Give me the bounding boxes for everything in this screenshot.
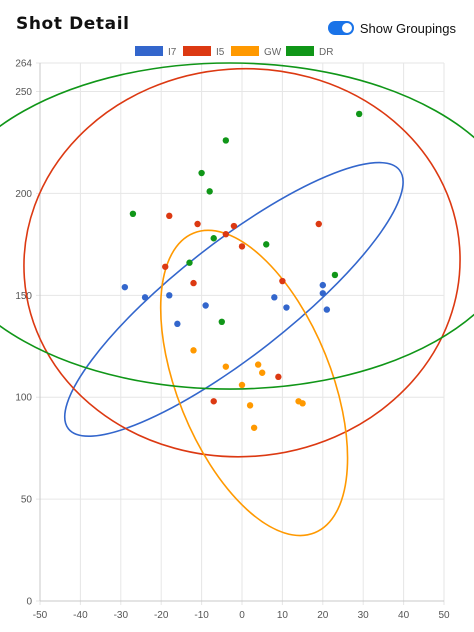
legend-item-i7[interactable]: I7: [135, 46, 177, 58]
x-tick-label: 0: [239, 610, 245, 621]
shot-point-i7[interactable]: [202, 302, 209, 309]
shot-point-i5[interactable]: [162, 263, 169, 270]
shot-point-dr[interactable]: [186, 259, 193, 266]
page-title: Shot Detail: [16, 14, 130, 34]
shot-point-i7[interactable]: [319, 290, 326, 297]
x-tick-label: -30: [114, 610, 129, 621]
shot-point-i5[interactable]: [166, 212, 173, 220]
shot-point-i7[interactable]: [174, 320, 181, 328]
shot-point-dr[interactable]: [218, 318, 225, 326]
legend-label: I5: [216, 47, 225, 58]
grouping-ellipses: [0, 62, 474, 537]
x-tick-label: 40: [398, 610, 410, 621]
shot-point-dr[interactable]: [222, 137, 230, 144]
header: Shot Detail Show Groupings: [0, 0, 474, 44]
shot-point-gw[interactable]: [190, 347, 197, 354]
shot-point-i5[interactable]: [230, 222, 238, 230]
legend-item-gw[interactable]: GW: [231, 46, 282, 58]
shot-point-i7[interactable]: [141, 294, 149, 301]
shot-point-dr[interactable]: [129, 210, 137, 218]
shot-point-i7[interactable]: [323, 306, 331, 313]
shot-points: [121, 110, 363, 431]
x-tick-label: -20: [154, 610, 169, 621]
shot-point-i7[interactable]: [121, 283, 129, 291]
shot-point-gw[interactable]: [246, 402, 254, 409]
y-tick-label: 200: [15, 189, 32, 200]
x-tick-label: 20: [317, 610, 329, 621]
legend-label: I7: [168, 47, 177, 58]
toggle-label: Show Groupings: [359, 20, 456, 36]
toggle-switch[interactable]: [327, 21, 354, 35]
shot-point-dr[interactable]: [263, 241, 270, 248]
y-tick-label: 50: [21, 495, 33, 506]
shot-point-i7[interactable]: [166, 292, 173, 299]
grouping-ellipse-gw: [159, 229, 349, 537]
shot-point-i5[interactable]: [315, 220, 322, 228]
shot-point-i5[interactable]: [210, 398, 217, 405]
shot-point-i5[interactable]: [222, 230, 230, 238]
shot-point-gw[interactable]: [259, 369, 266, 376]
legend-swatch: [183, 46, 211, 56]
shot-point-dr[interactable]: [206, 188, 213, 195]
x-tick-label: -50: [33, 610, 48, 621]
shot-point-gw[interactable]: [254, 361, 262, 368]
y-tick-label: 150: [15, 291, 32, 302]
x-tick-label: 10: [277, 610, 289, 621]
shot-point-gw[interactable]: [250, 424, 258, 431]
legend-swatch: [135, 46, 163, 56]
shot-point-gw[interactable]: [238, 381, 246, 389]
shot-point-i5[interactable]: [238, 243, 246, 250]
toggle-knob: [341, 23, 352, 33]
y-tick-label: 100: [15, 393, 32, 404]
y-tick-label: 250: [15, 87, 32, 98]
x-tick-label: -40: [73, 610, 88, 621]
shot-point-i5[interactable]: [190, 279, 197, 287]
y-tick-label: 0: [26, 597, 32, 608]
x-tick-label: -10: [194, 610, 209, 621]
grouping-ellipse-i5: [23, 67, 461, 458]
grouping-ellipse-i7: [63, 161, 404, 437]
chart-legend: I7 I5 GW DR: [135, 46, 333, 58]
shot-point-gw[interactable]: [299, 400, 306, 407]
shot-point-i5[interactable]: [279, 277, 286, 285]
shot-point-dr[interactable]: [331, 271, 339, 279]
legend-label: GW: [264, 47, 282, 58]
shot-point-i7[interactable]: [319, 281, 326, 289]
shot-point-dr[interactable]: [210, 235, 217, 242]
legend-swatch: [286, 46, 314, 56]
chart-grid: [36, 62, 445, 605]
show-groupings-toggle[interactable]: Show Groupings: [327, 18, 456, 38]
y-tick-label: 264: [15, 59, 32, 70]
shot-point-i7[interactable]: [283, 304, 290, 311]
shot-point-i7[interactable]: [271, 294, 278, 301]
legend-item-dr[interactable]: DR: [286, 46, 333, 58]
legend-swatch: [231, 46, 259, 56]
chart-axes: -50 -40 -30 -20 -10 0 10 20 30 40 50 0 50 100 150 200 25…: [15, 59, 450, 622]
x-tick-label: 50: [438, 610, 450, 621]
shot-point-i5[interactable]: [194, 220, 201, 228]
shot-point-i5[interactable]: [275, 373, 282, 381]
x-tick-label: 30: [358, 610, 370, 621]
grouping-ellipse-dr: [0, 62, 474, 390]
shot-scatter-chart: -50 -40 -30 -20 -10 0 10 20 30 40 50 0 50 100 150 200 25…: [0, 46, 474, 622]
shot-point-gw[interactable]: [222, 363, 230, 370]
shot-point-dr[interactable]: [355, 110, 363, 118]
legend-item-i5[interactable]: I5: [183, 46, 225, 58]
legend-label: DR: [319, 47, 333, 58]
shot-point-dr[interactable]: [198, 169, 205, 177]
